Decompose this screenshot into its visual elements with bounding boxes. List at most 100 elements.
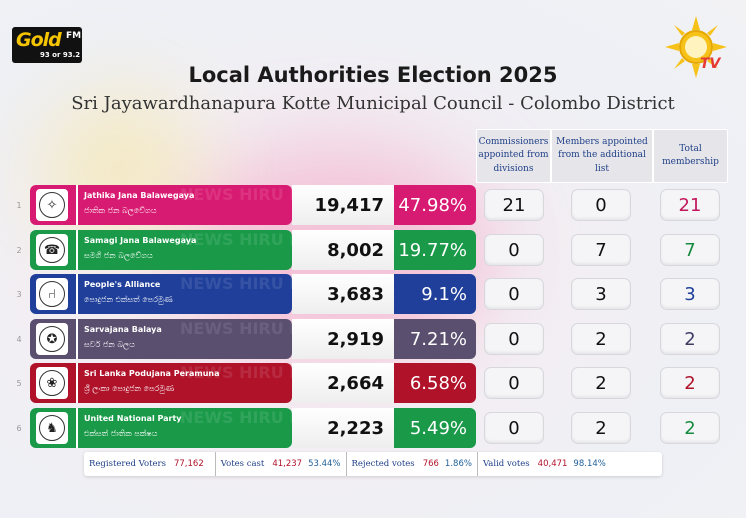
gold-logo-word: Gold: [16, 29, 62, 51]
total-membership-count: 7: [660, 234, 720, 266]
votes-cast-label: Votes cast: [220, 459, 265, 469]
party-votes: 19,417: [292, 185, 394, 225]
watermark-text: NEWS HIRU NEWS HIRU NEWS: [180, 363, 292, 382]
party-name: Sri Lanka Podujana Peramuna: [84, 369, 220, 378]
commissioners-count: 0: [484, 278, 544, 310]
party-votes: 2,223: [292, 408, 394, 448]
valid-votes-value: 40,471: [537, 459, 568, 469]
party-votes: 8,002: [292, 230, 394, 270]
valid-votes-label: Valid votes: [482, 459, 530, 469]
divider: [76, 185, 78, 225]
valid-votes-percent: 98.14%: [573, 459, 606, 469]
party-vote-percent: 7.21%: [394, 319, 476, 359]
hiru-tv-sun-logo: [665, 16, 727, 78]
compass-icon: ✧: [36, 189, 68, 221]
votes-cast-cell: Votes cast 41,237 53.44%: [216, 452, 347, 476]
elephant-icon: ♞: [36, 412, 68, 444]
party-name-box: ♞ NEWS HIRU NEWS HIRU NEWS United Nation…: [30, 408, 292, 448]
header-commissioners: Commissioners appointed from divisions: [476, 129, 551, 183]
party-votes: 2,664: [292, 363, 394, 403]
registered-voters-cell: Registered Voters 77,162: [84, 452, 216, 476]
votes-cast-percent: 53.44%: [308, 459, 341, 469]
gold-fm-logo: Gold FM 93 or 93.2: [12, 27, 82, 63]
additional-members-count: 2: [571, 323, 631, 355]
party-vote-percent: 9.1%: [394, 274, 476, 314]
commissioners-count: 0: [484, 412, 544, 444]
row-rank: 3: [16, 290, 22, 299]
registered-voters-label: Registered Voters: [89, 459, 166, 469]
additional-members-count: 0: [571, 189, 631, 221]
medal-icon: ✪: [36, 323, 68, 355]
total-membership-count: 21: [660, 189, 720, 221]
hiru-tv-label: TV: [700, 56, 721, 72]
header-total-label: Total membership: [662, 143, 719, 167]
row-rank: 6: [16, 424, 22, 433]
party-name-box: ✧ NEWS HIRU NEWS HIRU NEWS Jathika Jana …: [30, 185, 292, 225]
additional-members-count: 3: [571, 278, 631, 310]
registered-voters-value: 77,162: [173, 459, 204, 469]
commissioners-count: 0: [484, 323, 544, 355]
party-name-sinhala: පොදුජන එක්සත් පෙරමුණ: [84, 295, 173, 304]
party-name-sinhala: ජාතික ජන බලවේගය: [84, 206, 157, 215]
commissioners-count: 21: [484, 189, 544, 221]
valid-votes-cell: Valid votes 40,471 98.14%: [478, 452, 611, 476]
party-name-sinhala: සමගි ජන බලවේගය: [84, 251, 153, 260]
header-commissioners-label: Commissioners appointed from divisions: [478, 137, 549, 174]
additional-members-count: 2: [571, 367, 631, 399]
gold-logo-fm: FM: [66, 31, 82, 41]
header-additional-list: Members appointed from the additional li…: [551, 129, 653, 183]
commissioners-count: 0: [484, 367, 544, 399]
party-votes: 2,919: [292, 319, 394, 359]
watermark-text: NEWS HIRU NEWS HIRU NEWS: [180, 230, 292, 249]
telephone-icon: ☎: [36, 234, 68, 266]
watermark-text: NEWS HIRU NEWS HIRU NEWS: [180, 319, 292, 338]
rejected-votes-value: 766: [422, 459, 439, 469]
total-membership-count: 2: [660, 412, 720, 444]
party-vote-percent: 19.77%: [394, 230, 476, 270]
row-rank: 1: [16, 201, 22, 210]
header-additional-label: Members appointed from the additional li…: [556, 137, 648, 174]
party-vote-percent: 6.58%: [394, 363, 476, 403]
row-rank: 4: [16, 335, 22, 344]
total-membership-count: 2: [660, 367, 720, 399]
party-name: Sarvajana Balaya: [84, 325, 162, 334]
party-vote-percent: 5.49%: [394, 408, 476, 448]
additional-members-count: 2: [571, 412, 631, 444]
party-name-sinhala: ශ්‍රී ලංකා පොදුජන පෙරමුණ: [84, 384, 175, 393]
divider: [76, 363, 78, 403]
party-name-box: ⑁ NEWS HIRU NEWS HIRU NEWS People's Alli…: [30, 274, 292, 314]
page-title: Local Authorities Election 2025: [188, 63, 558, 87]
rejected-votes-percent: 1.86%: [444, 459, 472, 469]
party-name-sinhala: එක්සත් ජාතික පක්ෂය: [84, 429, 158, 438]
votes-cast-value: 41,237: [272, 459, 303, 469]
page-subtitle: Sri Jayawardhanapura Kotte Municipal Cou…: [71, 93, 675, 114]
chair-icon: ⑁: [36, 278, 68, 310]
watermark-text: NEWS HIRU NEWS HIRU NEWS: [180, 185, 292, 204]
divider: [76, 319, 78, 359]
flower-icon: ❀: [36, 367, 68, 399]
background-glow-yellow: [40, 90, 200, 250]
divider: [76, 408, 78, 448]
rejected-votes-label: Rejected votes: [351, 459, 415, 469]
row-rank: 2: [16, 246, 22, 255]
watermark-text: NEWS HIRU NEWS HIRU NEWS: [180, 274, 292, 293]
divider: [76, 274, 78, 314]
party-name-sinhala: සර්ව ජන බලය: [84, 340, 135, 349]
party-name: Jathika Jana Balawegaya: [84, 191, 195, 200]
row-rank: 5: [16, 379, 22, 388]
total-membership-count: 3: [660, 278, 720, 310]
gold-logo-frequency: 93 or 93.2: [40, 51, 81, 59]
header-total-membership: Total membership: [653, 129, 728, 183]
commissioners-count: 0: [484, 234, 544, 266]
party-name-box: ❀ NEWS HIRU NEWS HIRU NEWS Sri Lanka Pod…: [30, 363, 292, 403]
rejected-votes-cell: Rejected votes 766 1.86%: [347, 452, 478, 476]
turnout-summary-bar: Registered Voters 77,162 Votes cast 41,2…: [84, 452, 662, 476]
total-membership-count: 2: [660, 323, 720, 355]
party-name-box: ✪ NEWS HIRU NEWS HIRU NEWS Sarvajana Bal…: [30, 319, 292, 359]
party-votes: 3,683: [292, 274, 394, 314]
party-name: People's Alliance: [84, 280, 161, 289]
party-name-box: ☎ NEWS HIRU NEWS HIRU NEWS Samagi Jana B…: [30, 230, 292, 270]
party-vote-percent: 47.98%: [394, 185, 476, 225]
additional-members-count: 7: [571, 234, 631, 266]
divider: [76, 230, 78, 270]
